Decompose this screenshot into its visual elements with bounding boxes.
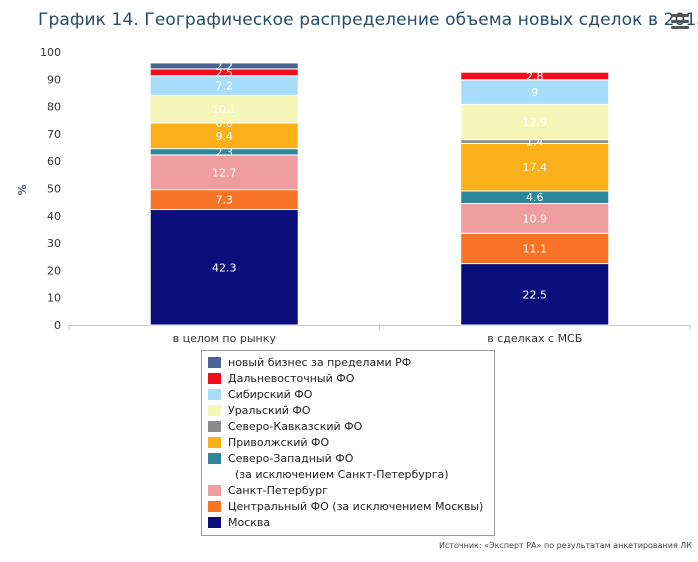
- legend-swatch: [208, 517, 221, 528]
- data-label: 12.9: [523, 116, 548, 129]
- hamburger-menu-icon[interactable]: [671, 14, 689, 30]
- data-label: 2.2: [216, 60, 234, 73]
- data-label: 9.4: [216, 130, 234, 143]
- data-label: 10.1: [212, 103, 237, 116]
- bar-segment: [460, 203, 610, 234]
- bar-segment: [460, 79, 610, 105]
- bar-segment: [460, 103, 610, 141]
- bar-segment: [149, 62, 299, 70]
- data-label: 42.3: [212, 261, 237, 274]
- bar-segment: [149, 154, 299, 191]
- legend-item[interactable]: Приволжский ФО: [208, 435, 488, 451]
- legend-label: Центральный ФО (за исключением Москвы): [228, 500, 484, 513]
- menu-bar-line: [671, 20, 689, 23]
- legend-label: Москва: [228, 516, 271, 529]
- data-label: 7.3: [216, 194, 234, 207]
- y-tick-label: 60: [47, 155, 61, 168]
- legend-item[interactable]: Санкт-Петербург: [208, 483, 488, 499]
- legend-label: Сибирский ФО: [228, 388, 313, 401]
- legend-label: новый бизнес за пределами РФ: [228, 356, 412, 369]
- legend-label: Дальневосточный ФО: [228, 372, 355, 385]
- bar-segment: [149, 94, 299, 124]
- bar-segment: [149, 122, 299, 150]
- legend-label: Приволжский ФО: [228, 436, 330, 449]
- bar-segment: [460, 142, 610, 192]
- menu-bar-line: [671, 14, 689, 17]
- legend-label: Санкт-Петербург: [228, 484, 328, 497]
- y-tick-label: 100: [40, 46, 61, 59]
- legend-item[interactable]: Сибирский ФО: [208, 387, 488, 403]
- legend-label: Северо-Западный ФО (за исключением Санкт…: [228, 452, 449, 481]
- legend-label: Уральский ФО: [228, 404, 311, 417]
- legend-swatch: [208, 373, 221, 384]
- legend-item[interactable]: Уральский ФО: [208, 403, 488, 419]
- legend-swatch: [208, 389, 221, 400]
- legend-swatch: [208, 453, 221, 464]
- legend-swatch: [208, 485, 221, 496]
- x-category-label: в сделках с МСБ: [487, 332, 582, 345]
- x-category-label: в целом по рынку: [173, 332, 277, 345]
- data-label: 2.5: [216, 66, 234, 79]
- bar-segment: [460, 232, 610, 265]
- legend-swatch: [208, 357, 221, 368]
- legend-item[interactable]: Москва: [208, 515, 488, 531]
- legend-swatch: [208, 405, 221, 416]
- chart-title: График 14. Географическое распределение …: [38, 10, 698, 30]
- legend-item[interactable]: Центральный ФО (за исключением Москвы): [208, 499, 488, 515]
- bar-segment: [460, 71, 610, 81]
- legend-label: Северо-Кавказский ФО: [228, 420, 363, 433]
- bar-segment: [149, 209, 299, 326]
- source-note: Источник: «Эксперт РА» по результатам ан…: [438, 541, 692, 550]
- data-label: 9: [531, 86, 538, 99]
- data-label: 7.2: [216, 80, 234, 93]
- chart-legend: новый бизнес за пределами РФ Дальневосточ…: [201, 350, 495, 536]
- y-tick-label: 20: [47, 264, 61, 277]
- data-label: 22.5: [523, 288, 548, 301]
- y-tick-label: 30: [47, 237, 61, 250]
- menu-bar-line: [671, 26, 689, 29]
- y-tick-label: 50: [47, 183, 61, 196]
- y-tick-label: 70: [47, 128, 61, 141]
- data-label: 4.6: [526, 191, 544, 204]
- y-tick-label: 90: [47, 73, 61, 86]
- y-axis-label: %: [16, 184, 29, 195]
- legend-item[interactable]: Северо-Кавказский ФО: [208, 419, 488, 435]
- legend-item[interactable]: Дальневосточный ФО: [208, 371, 488, 387]
- bar-segment: [460, 263, 610, 326]
- y-tick-label: 40: [47, 210, 61, 223]
- y-tick-label: 80: [47, 101, 61, 114]
- legend-item[interactable]: новый бизнес за пределами РФ: [208, 355, 488, 371]
- data-label: 11.1: [523, 242, 548, 255]
- legend-swatch: [208, 437, 221, 448]
- y-tick-label: 10: [47, 292, 61, 305]
- data-label: 2.8: [526, 70, 544, 83]
- data-label: 17.4: [523, 161, 548, 174]
- data-label: 12.7: [212, 166, 237, 179]
- chart-svg: 0102030405060708090100%42.37.312.72.39.4…: [16, 46, 691, 345]
- legend-swatch: [208, 421, 221, 432]
- y-tick-label: 0: [54, 319, 61, 332]
- legend-item[interactable]: Северо-Западный ФО (за исключением Санкт…: [208, 451, 488, 483]
- legend-swatch: [208, 501, 221, 512]
- data-label: 10.9: [523, 212, 548, 225]
